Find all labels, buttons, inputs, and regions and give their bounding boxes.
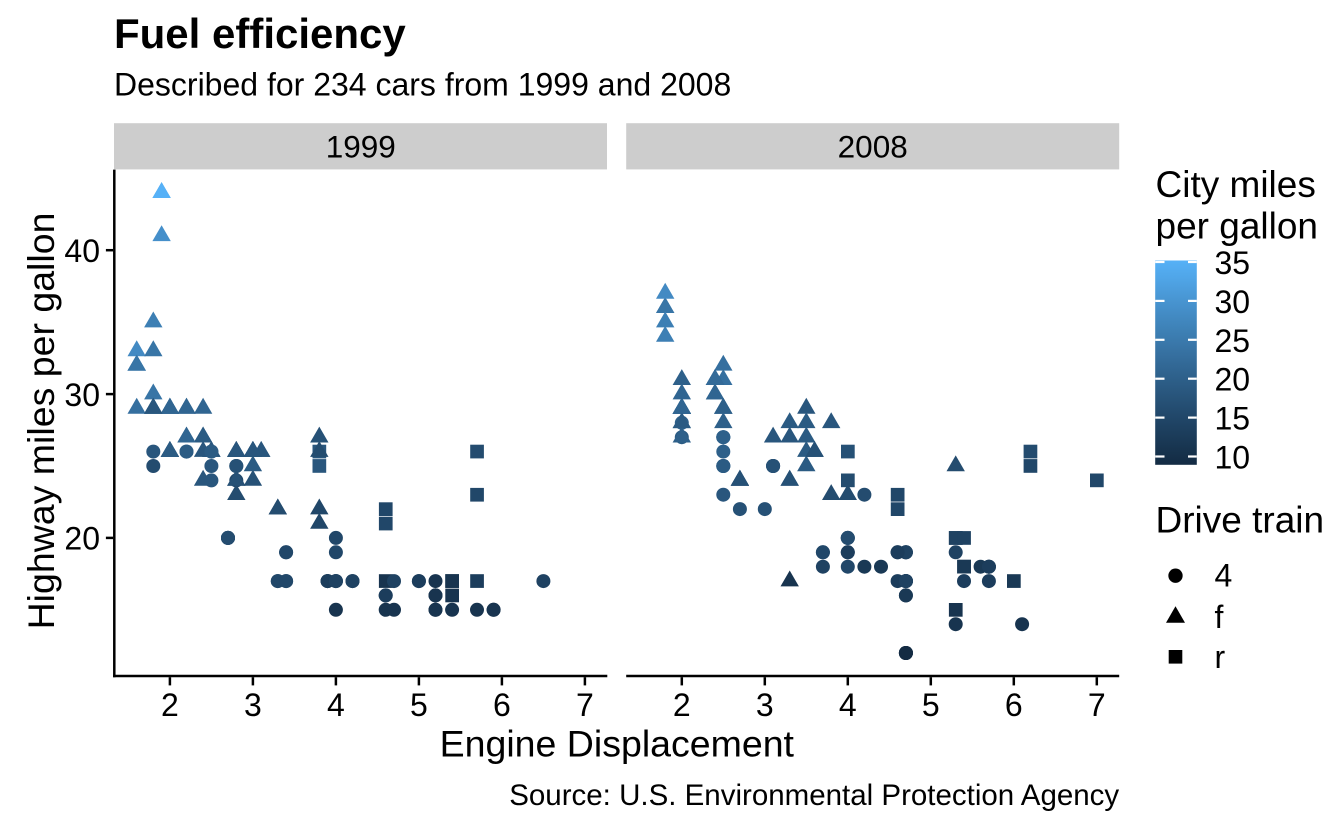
svg-text:4: 4 <box>1215 558 1233 594</box>
svg-text:per gallon: per gallon <box>1156 206 1319 247</box>
svg-text:6: 6 <box>1005 687 1023 723</box>
svg-text:15: 15 <box>1215 401 1251 437</box>
svg-text:6: 6 <box>493 687 511 723</box>
svg-text:3: 3 <box>244 687 262 723</box>
svg-text:r: r <box>1215 639 1226 675</box>
svg-text:35: 35 <box>1215 245 1251 281</box>
svg-text:Highway miles per gallon: Highway miles per gallon <box>20 213 62 630</box>
svg-text:1999: 1999 <box>326 129 396 165</box>
svg-text:2: 2 <box>673 687 691 723</box>
svg-text:30: 30 <box>1215 284 1251 320</box>
svg-text:10: 10 <box>1215 440 1251 476</box>
svg-text:7: 7 <box>576 687 594 723</box>
svg-text:20: 20 <box>64 521 100 557</box>
svg-text:Described for 234 cars from 19: Described for 234 cars from 1999 and 200… <box>114 66 731 102</box>
svg-text:Fuel efficiency: Fuel efficiency <box>114 10 406 57</box>
svg-text:7: 7 <box>1088 687 1106 723</box>
svg-text:5: 5 <box>922 687 940 723</box>
svg-text:4: 4 <box>327 687 345 723</box>
svg-text:20: 20 <box>1215 362 1251 398</box>
svg-text:2008: 2008 <box>838 129 908 165</box>
svg-text:City miles: City miles <box>1156 164 1316 205</box>
svg-text:40: 40 <box>64 233 100 269</box>
svg-text:25: 25 <box>1215 323 1251 359</box>
svg-text:f: f <box>1215 599 1224 635</box>
svg-text:5: 5 <box>410 687 428 723</box>
svg-text:3: 3 <box>756 687 774 723</box>
svg-text:30: 30 <box>64 377 100 413</box>
svg-text:Source: U.S. Environmental Pro: Source: U.S. Environmental Protection Ag… <box>509 779 1119 812</box>
svg-text:Drive train: Drive train <box>1156 500 1325 541</box>
svg-text:2: 2 <box>161 687 179 723</box>
svg-text:Engine Displacement: Engine Displacement <box>440 723 795 765</box>
svg-text:4: 4 <box>839 687 857 723</box>
